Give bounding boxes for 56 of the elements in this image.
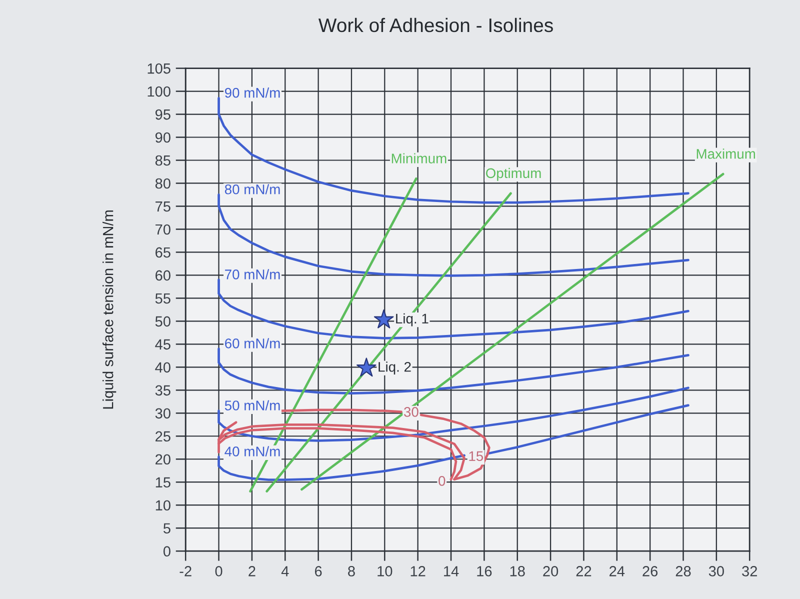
x-tick-label: 18 bbox=[510, 566, 525, 576]
y-tick-label: 60 bbox=[156, 270, 170, 281]
y-tick-label: 55 bbox=[155, 293, 170, 304]
series-label: Maximum bbox=[696, 148, 756, 159]
y-tick-label: 65 bbox=[156, 247, 170, 258]
y-tick-label: 100 bbox=[148, 86, 170, 97]
series-label: Liq. 2 bbox=[378, 362, 411, 375]
y-axis-title: Liquid surface tension in mN/m bbox=[102, 210, 116, 409]
x-tick-label: 16 bbox=[477, 566, 492, 576]
x-tick-label: 30 bbox=[708, 566, 724, 576]
series-label: 40 mN/m bbox=[224, 446, 280, 456]
x-tick-label: 28 bbox=[676, 566, 691, 576]
y-tick-label: 5 bbox=[163, 523, 170, 534]
y-tick-label: 15 bbox=[156, 477, 170, 488]
y-tick-label: 85 bbox=[155, 155, 170, 166]
x-tick-label: 4 bbox=[281, 566, 289, 576]
y-tick-label: 35 bbox=[155, 385, 170, 396]
annotation: 0 bbox=[438, 476, 446, 486]
y-tick-label: 0 bbox=[163, 546, 170, 557]
y-tick-label: 10 bbox=[156, 500, 170, 511]
series-label: 90 mN/m bbox=[224, 88, 280, 98]
x-tick-label: -2 bbox=[180, 566, 192, 576]
x-tick-label: 8 bbox=[348, 566, 355, 576]
x-tick-label: 26 bbox=[642, 566, 658, 576]
x-tick-label: 24 bbox=[610, 566, 625, 576]
y-tick-label: 40 bbox=[155, 362, 170, 373]
x-tick-label: 12 bbox=[410, 566, 426, 576]
y-tick-label: 70 bbox=[156, 224, 170, 235]
series-label: Optimum bbox=[486, 168, 541, 181]
x-tick-label: 14 bbox=[444, 566, 459, 576]
y-tick-label: 20 bbox=[156, 454, 170, 465]
x-tick-label: 22 bbox=[576, 566, 592, 576]
series-label: 80 mN/m bbox=[224, 184, 280, 194]
annotation: 15 bbox=[469, 451, 484, 462]
x-tick-label: 6 bbox=[314, 566, 322, 576]
x-tick-label: 2 bbox=[248, 566, 256, 576]
y-tick-label: 25 bbox=[156, 431, 170, 442]
series-label: 70 mN/m bbox=[225, 269, 280, 280]
y-tick-label: 80 bbox=[155, 178, 170, 189]
y-tick-label: 30 bbox=[155, 408, 170, 419]
series-label: Liq. 1 bbox=[396, 313, 428, 326]
x-tick-label: 20 bbox=[543, 566, 558, 576]
y-tick-label: 90 bbox=[155, 132, 170, 143]
y-tick-label: 45 bbox=[155, 339, 170, 350]
y-tick-label: 75 bbox=[156, 201, 170, 212]
y-tick-label: 95 bbox=[155, 109, 170, 120]
x-tick-label: 32 bbox=[742, 566, 757, 576]
series-label: 50 mN/m bbox=[224, 400, 280, 410]
chart-title: Work of Adhesion - Isolines bbox=[318, 18, 553, 32]
x-tick-label: 10 bbox=[378, 566, 392, 576]
y-tick-label: 105 bbox=[148, 63, 170, 74]
x-tick-label: 0 bbox=[215, 566, 222, 576]
series-label: 60 mN/m bbox=[225, 338, 280, 348]
series-label: Minimum bbox=[392, 153, 446, 164]
annotation: 30 bbox=[404, 407, 418, 417]
y-tick-label: 50 bbox=[155, 316, 170, 327]
